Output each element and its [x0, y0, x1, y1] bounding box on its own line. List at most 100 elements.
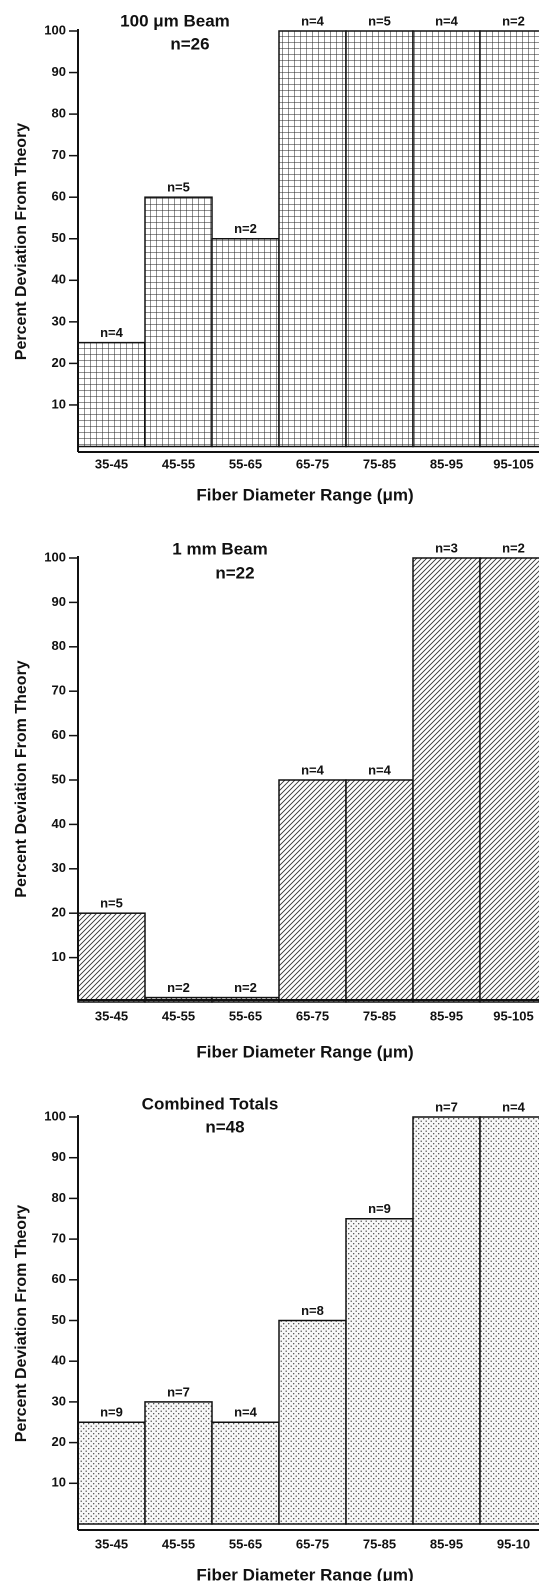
bar-annotation: n=4 [368, 762, 392, 777]
chart-title: 100 μm Beam [120, 11, 230, 30]
bar-annotation: n=7 [167, 1384, 190, 1399]
y-axis-label: Percent Deviation From Theory [13, 123, 30, 360]
bar-annotation: n=9 [368, 1201, 391, 1216]
y-tick-label: 20 [52, 355, 66, 370]
bar-annotation: n=5 [167, 180, 190, 195]
bar-annotation: n=2 [167, 980, 190, 995]
y-tick-label: 10 [52, 949, 66, 964]
x-axis-label: Fiber Diameter Range (μm) [196, 1565, 413, 1581]
bar [345, 1218, 414, 1525]
y-tick-label: 20 [52, 1434, 66, 1449]
y-tick-label: 80 [52, 1190, 66, 1205]
x-tick-label: 75-85 [363, 1536, 396, 1551]
y-tick-label: 100 [44, 1108, 66, 1123]
y-tick-label: 30 [52, 1393, 66, 1408]
x-tick-label: 75-85 [363, 456, 396, 471]
bar-annotation: n=7 [435, 1099, 458, 1114]
x-tick-label: 45-55 [162, 456, 195, 471]
y-tick-label: 10 [52, 396, 66, 411]
y-tick-label: 50 [52, 1312, 66, 1327]
x-tick-label: 75-85 [363, 1008, 396, 1023]
y-tick-label: 50 [52, 230, 66, 245]
bar [77, 341, 146, 448]
bar [144, 196, 213, 448]
y-tick-label: 70 [52, 147, 66, 162]
x-tick-label: 95-10 [497, 1536, 530, 1551]
y-tick-label: 70 [52, 683, 66, 698]
bar-annotation: n=9 [100, 1405, 123, 1420]
y-tick-label: 90 [52, 64, 66, 79]
bar [144, 1401, 213, 1525]
bar-annotation: n=4 [301, 13, 325, 28]
chart-title: Combined Totals [142, 1094, 279, 1113]
x-tick-label: 85-95 [430, 456, 463, 471]
x-tick-label: 65-75 [296, 1536, 329, 1551]
bar-annotation: n=4 [301, 762, 325, 777]
bar-annotation: n=4 [502, 1099, 526, 1114]
x-tick-label: 95-105 [493, 1008, 533, 1023]
chart-subtitle: n=22 [215, 563, 254, 582]
y-tick-label: 80 [52, 638, 66, 653]
bar [345, 779, 414, 1003]
bar [479, 557, 539, 1003]
x-axis-label: Fiber Diameter Range (μm) [196, 485, 413, 504]
y-tick-label: 10 [52, 1475, 66, 1490]
bar-annotation: n=3 [435, 540, 458, 555]
y-tick-label: 100 [44, 549, 66, 564]
y-tick-label: 30 [52, 860, 66, 875]
x-tick-label: 35-45 [95, 1008, 128, 1023]
x-axis-label: Fiber Diameter Range (μm) [196, 1042, 413, 1061]
bar-annotation: n=4 [234, 1405, 258, 1420]
x-tick-label: 55-65 [229, 456, 262, 471]
y-tick-label: 60 [52, 1271, 66, 1286]
y-tick-label: 20 [52, 905, 66, 920]
x-tick-label: 85-95 [430, 1008, 463, 1023]
bar [278, 779, 347, 1003]
y-tick-label: 60 [52, 189, 66, 204]
bar-annotation: n=4 [100, 325, 124, 340]
y-tick-label: 40 [52, 272, 66, 287]
chart-subtitle: n=48 [205, 1117, 244, 1136]
y-tick-label: 40 [52, 816, 66, 831]
x-tick-label: 55-65 [229, 1536, 262, 1551]
bar [412, 557, 481, 1003]
y-tick-label: 40 [52, 1353, 66, 1368]
bar-annotation: n=2 [502, 540, 525, 555]
bar [278, 30, 347, 448]
y-tick-label: 90 [52, 1149, 66, 1164]
x-tick-label: 65-75 [296, 1008, 329, 1023]
y-tick-label: 70 [52, 1231, 66, 1246]
bar-annotation: n=4 [435, 13, 459, 28]
x-tick-label: 55-65 [229, 1008, 262, 1023]
bar-annotation: n=5 [100, 896, 123, 911]
chart-title: 1 mm Beam [172, 539, 267, 558]
bar-annotation: n=2 [234, 980, 257, 995]
y-tick-label: 80 [52, 106, 66, 121]
bar [479, 1116, 539, 1525]
bar [412, 1116, 481, 1525]
bar [77, 1421, 146, 1525]
x-tick-label: 35-45 [95, 456, 128, 471]
bar [211, 1421, 280, 1525]
bar-annotation: n=8 [301, 1303, 324, 1318]
y-tick-label: 90 [52, 594, 66, 609]
y-tick-label: 30 [52, 313, 66, 328]
chart-subtitle: n=26 [170, 34, 209, 53]
bar [278, 1319, 347, 1525]
bar [77, 912, 146, 1003]
x-tick-label: 95-105 [493, 456, 533, 471]
y-tick-label: 60 [52, 727, 66, 742]
y-axis-label: Percent Deviation From Theory [13, 660, 30, 897]
x-tick-label: 45-55 [162, 1536, 195, 1551]
x-tick-label: 85-95 [430, 1536, 463, 1551]
bar-annotation: n=5 [368, 13, 391, 28]
bar [412, 30, 481, 448]
bar [345, 30, 414, 448]
bar [479, 30, 539, 448]
bar-annotation: n=2 [234, 221, 257, 236]
x-tick-label: 35-45 [95, 1536, 128, 1551]
x-tick-label: 45-55 [162, 1008, 195, 1023]
y-tick-label: 100 [44, 22, 66, 37]
y-axis-label: Percent Deviation From Theory [13, 1205, 30, 1442]
